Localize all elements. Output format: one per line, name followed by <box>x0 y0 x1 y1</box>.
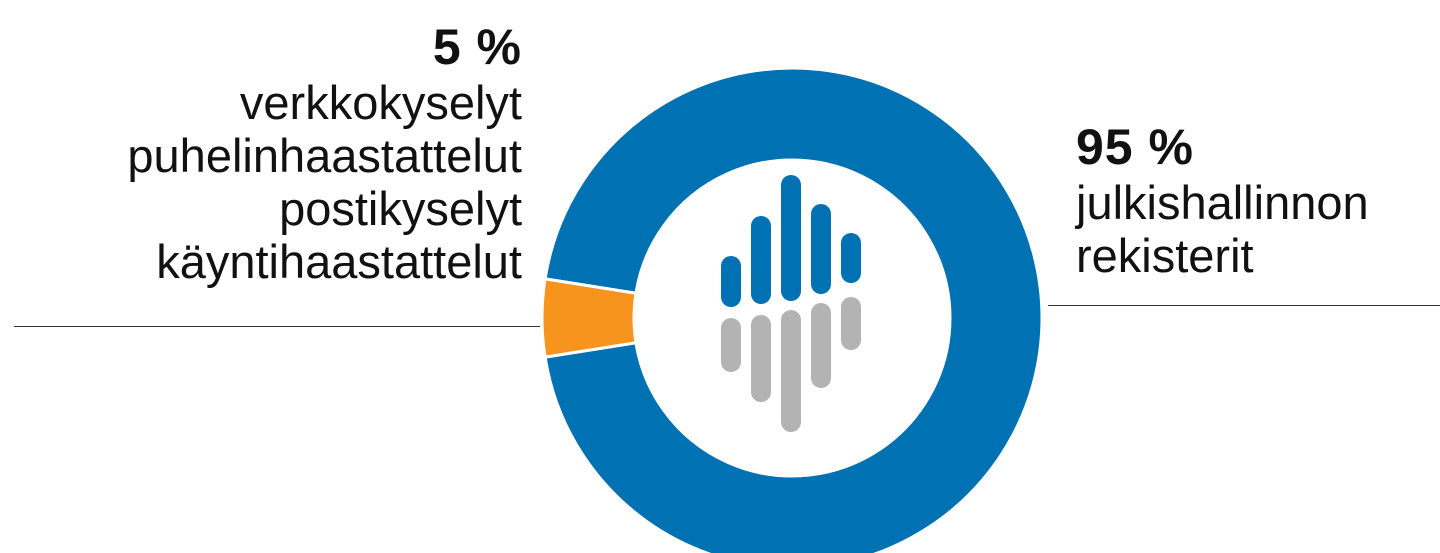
donut-slices <box>540 66 1044 553</box>
label-line: puhelinhaastattelut <box>127 129 522 182</box>
label-line: verkkokyselyt <box>239 76 522 129</box>
logo-bar-grey <box>841 297 861 350</box>
label-line: rekisterit <box>1076 229 1254 282</box>
slice-survey-methods <box>540 277 638 359</box>
label-survey-methods: 5 % verkkokyselyt puhelinhaastattelut po… <box>127 22 522 288</box>
logo-bar-blue <box>841 233 861 283</box>
leader-line-right <box>1048 305 1440 306</box>
logo-bar-blue <box>751 216 771 304</box>
logo-bar-grey <box>811 303 831 388</box>
slice-public-registers <box>543 66 1044 553</box>
bar-hand-logo-icon <box>721 175 861 432</box>
logo-bar-grey <box>751 315 771 402</box>
label-line: julkishallinnon <box>1076 176 1369 229</box>
logo-bar-grey <box>721 318 741 372</box>
percent-label-registers: 95 % <box>1076 119 1194 175</box>
label-line: käyntihaastattelut <box>156 235 522 288</box>
logo-bar-blue <box>811 204 831 294</box>
percent-label-survey: 5 % <box>432 19 522 75</box>
logo-bar-blue <box>781 175 801 301</box>
logo-bar-grey <box>781 310 801 432</box>
label-public-registers: 95 % julkishallinnon rekisterit <box>1076 122 1369 282</box>
label-line: postikyselyt <box>279 182 522 235</box>
leader-line-left <box>14 326 540 327</box>
logo-bar-blue <box>721 256 741 307</box>
